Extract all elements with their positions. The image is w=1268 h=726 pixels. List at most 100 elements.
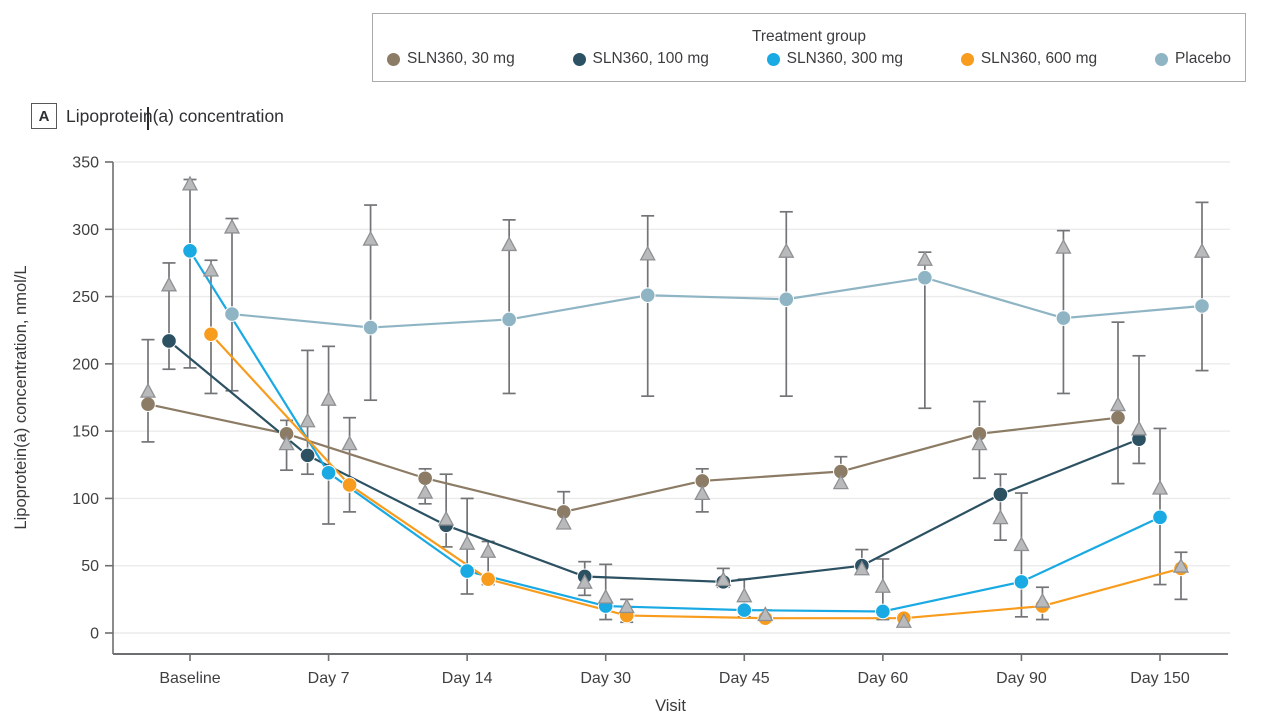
- legend-item-placebo: Placebo: [1154, 50, 1231, 68]
- error-bar: [1014, 492, 1028, 618]
- y-tick-label: 50: [81, 558, 99, 575]
- circle-marker-icon: [960, 52, 974, 66]
- data-point-circle: [1152, 509, 1168, 526]
- mean-triangle: [576, 573, 593, 589]
- mean-triangle: [362, 230, 379, 246]
- data-point-circle: [320, 465, 337, 481]
- data-point-circle: [875, 603, 891, 620]
- legend-item-sln360-600-mg: SLN360, 600 mg: [960, 50, 1098, 68]
- circle-marker-icon: [766, 52, 780, 66]
- error-bar: [183, 178, 197, 369]
- error-bar: [641, 214, 655, 398]
- mean-triangle: [417, 483, 434, 499]
- error-bar: [322, 345, 336, 525]
- legend-item-label: SLN360, 100 mg: [592, 50, 709, 68]
- mean-triangle: [223, 218, 241, 234]
- data-point-circle: [299, 447, 316, 464]
- series-line-1: [147, 403, 1119, 514]
- mean-triangle: [480, 542, 497, 558]
- mean-triangle: [1130, 420, 1148, 436]
- y-axis-title: Lipoprotein(a) concentration, nmol/L: [12, 265, 30, 529]
- mean-triangle: [438, 510, 455, 526]
- mean-triangle: [160, 276, 178, 292]
- legend-title: Treatment group: [751, 27, 866, 45]
- data-point-circle: [203, 326, 219, 343]
- mean-triangle: [639, 245, 656, 261]
- mean-triangle: [341, 435, 358, 451]
- error-bar: [225, 217, 239, 392]
- mean-triangle: [853, 560, 870, 576]
- mean-triangle: [992, 509, 1009, 525]
- legend-item-sln360-30-mg: SLN360, 30 mg: [387, 50, 515, 68]
- data-point-circle: [161, 333, 177, 349]
- mean-triangle: [694, 485, 711, 501]
- legend-items-row: SLN360, 30 mg SLN360, 100 mg SLN360, 300 m…: [373, 47, 1245, 68]
- mean-triangle: [139, 382, 157, 398]
- error-bar: [1195, 201, 1209, 372]
- data-point-circle: [1013, 574, 1030, 590]
- legend-item-label: SLN360, 30 mg: [407, 50, 515, 68]
- mean-triangle: [874, 577, 891, 593]
- series-line-2: [168, 340, 1140, 583]
- data-point-circle: [639, 287, 656, 304]
- mean-triangle: [278, 435, 295, 451]
- data-point-circle: [362, 319, 379, 336]
- series-line-5: [231, 276, 1203, 329]
- panel-title: Lipoprotein(a) concentration: [66, 106, 284, 126]
- panel-label-badge: A: [31, 103, 57, 129]
- mean-triangle: [181, 175, 199, 191]
- mean-triangle: [1193, 242, 1211, 258]
- mean-triangle: [597, 588, 614, 604]
- y-tick-label: 300: [72, 222, 99, 239]
- mean-triangle: [971, 435, 988, 451]
- y-tick-label: 0: [90, 626, 99, 643]
- mean-triangle: [736, 587, 753, 603]
- data-point-circle: [1055, 310, 1072, 326]
- x-tick-label: Day 14: [442, 670, 493, 687]
- data-point-circle: [341, 477, 358, 493]
- mean-triangle: [1109, 396, 1127, 412]
- data-point-circle: [224, 306, 240, 322]
- circle-marker-icon: [572, 52, 586, 66]
- y-tick-label: 250: [72, 289, 99, 306]
- mean-triangle: [757, 606, 774, 622]
- mean-triangle: [1172, 557, 1190, 573]
- circle-marker-icon: [1154, 52, 1168, 66]
- data-point-circle: [736, 602, 753, 618]
- mean-triangle: [501, 236, 518, 252]
- error-bar: [343, 416, 357, 513]
- error-bar: [1153, 427, 1167, 586]
- x-tick-label: Day 30: [580, 670, 631, 687]
- data-point-circle: [992, 486, 1009, 503]
- data-point-circle: [1194, 298, 1210, 314]
- x-tick-label: Day 150: [1130, 670, 1190, 687]
- x-tick-label: Baseline: [159, 670, 220, 687]
- data-point-circle: [140, 396, 156, 413]
- mean-triangle: [778, 242, 795, 258]
- mean-triangle: [299, 412, 316, 428]
- mean-triangle: [555, 514, 572, 530]
- treatment-legend: Treatment group SLN360, 30 mg SLN360, 100…: [372, 13, 1246, 82]
- y-tick-label: 100: [72, 491, 99, 508]
- x-tick-label: Day 7: [308, 670, 350, 687]
- y-tick-label: 200: [72, 356, 99, 373]
- legend-item-label: SLN360, 300 mg: [786, 50, 903, 68]
- mean-triangle: [715, 571, 732, 587]
- mean-triangle: [1055, 238, 1072, 254]
- mean-triangle: [320, 390, 337, 406]
- error-bar: [1132, 354, 1146, 465]
- x-tick-label: Day 45: [719, 670, 770, 687]
- x-tick-label: Day 60: [858, 670, 909, 687]
- legend-item-label: Placebo: [1174, 50, 1231, 68]
- legend-item-label: SLN360, 600 mg: [980, 50, 1098, 68]
- mean-triangle: [459, 534, 476, 550]
- mean-triangle: [1034, 592, 1051, 608]
- mean-triangle: [832, 474, 849, 490]
- legend-item-sln360-100-mg: SLN360, 100 mg: [572, 50, 709, 68]
- y-tick-label: 150: [72, 424, 99, 441]
- data-point-circle: [778, 291, 795, 308]
- x-tick-label: Day 90: [996, 670, 1047, 687]
- error-bar: [993, 473, 1007, 541]
